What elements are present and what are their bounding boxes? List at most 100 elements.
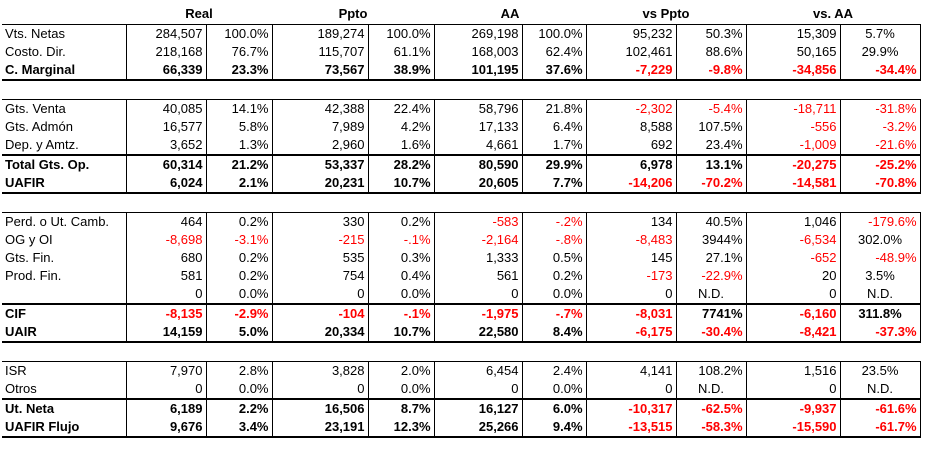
table-row: ISR 7,970 2.8% 3,828 2.0% 6,454 2.4% 4,141 108.2…: [2, 361, 921, 380]
percent-cell: 62.4%: [521, 43, 587, 61]
percent-cell: -3.2%: [839, 118, 921, 136]
percent-cell: -.1%: [367, 231, 435, 249]
value-cell: -10,317: [585, 398, 677, 418]
value-cell: 66,339: [125, 61, 206, 81]
value-cell: 269,198: [433, 24, 523, 43]
percent-cell: 100.0%: [205, 24, 272, 43]
value-cell: -6,534: [745, 231, 841, 249]
row-label: OG y OI: [5, 232, 53, 247]
header-vs-ppto: vs Ppto: [642, 6, 690, 21]
row-label: Ut. Neta: [2, 398, 126, 418]
percent-cell: 107.5%: [675, 118, 747, 136]
row-label: Dep. y Amtz.: [5, 137, 79, 152]
percent-cell: -3.1%: [205, 231, 272, 249]
value-cell: 0: [433, 285, 523, 304]
value-cell: 20,231: [271, 174, 368, 194]
row-label: Perd. o Ut. Camb.: [2, 212, 126, 231]
value-cell: 58,796: [433, 99, 523, 118]
percent-cell: -62.5%: [675, 398, 747, 418]
row-label: CIF: [2, 303, 126, 323]
value-cell: 2,960: [271, 136, 368, 155]
percent-cell: -70.2%: [675, 174, 747, 194]
percent-cell: 0.0%: [367, 380, 435, 399]
value-cell: 330: [271, 212, 368, 231]
value-cell: -9,937: [745, 398, 841, 418]
row-label: Vts. Netas: [2, 24, 126, 43]
percent-cell: 100.0%: [367, 24, 435, 43]
value-cell: 7,970: [125, 361, 206, 380]
row-label: Gts. Venta: [2, 99, 126, 118]
table-row: C. Marginal 66,339 23.3% 73,567 38.9% 101,195…: [2, 61, 921, 81]
percent-cell: 100.0%: [521, 24, 587, 43]
table-row: Gts. Admón 16,577 5.8% 7,989 4.2% 17,133 6.4% 8…: [2, 118, 921, 136]
value-cell: 115,707: [271, 43, 368, 61]
value-cell: 1,046: [745, 212, 841, 231]
value-cell: 6,978: [585, 154, 677, 174]
value-cell: 102,461: [585, 43, 677, 61]
percent-cell: 108.2%: [675, 361, 747, 380]
value-cell: 8,588: [585, 118, 677, 136]
percent-cell: -21.6%: [839, 136, 921, 155]
percent-cell: 0.2%: [205, 267, 272, 285]
value-cell: 20: [745, 267, 841, 285]
percent-cell: 2.4%: [521, 361, 587, 380]
value-cell: 16,506: [271, 398, 368, 418]
value-cell: 50,165: [745, 43, 841, 61]
row-label: UAFIR Flujo: [2, 418, 126, 438]
section-spacer: [2, 193, 920, 213]
table-row: UAFIR 6,024 2.1% 20,231 10.7% 20,605 7.7% -14,2…: [2, 174, 921, 194]
value-cell: -8,135: [125, 303, 206, 323]
percent-cell: 7741%: [675, 303, 747, 323]
value-cell: -652: [745, 249, 841, 267]
value-cell: -34,856: [745, 61, 841, 81]
percent-cell: -31.8%: [839, 99, 921, 118]
spacer-cell: [2, 80, 920, 100]
header-vs-aa: vs. AA: [813, 6, 854, 21]
value-cell: 6,024: [125, 174, 206, 194]
percent-cell: 5.8%: [205, 118, 272, 136]
value-cell: -8,031: [585, 303, 677, 323]
table-row: 0 0.0% 0 0.0% 0 0.0% 0 N.D. 0 N.D.: [2, 285, 921, 304]
table-row: Ut. Neta 6,189 2.2% 16,506 8.7% 16,127 6.0% -10…: [2, 398, 921, 418]
value-cell: 7,989: [271, 118, 368, 136]
percent-cell: 1.7%: [521, 136, 587, 155]
value-cell: 284,507: [125, 24, 206, 43]
value-cell: 14,159: [125, 323, 206, 343]
percent-cell: 27.1%: [675, 249, 747, 267]
percent-cell: 50.3%: [675, 24, 747, 43]
value-cell: 22,580: [433, 323, 523, 343]
row-label: Costo. Dir.: [5, 44, 66, 59]
value-cell: 95,232: [585, 24, 677, 43]
percent-cell: 61.1%: [367, 43, 435, 61]
value-cell: 20,605: [433, 174, 523, 194]
value-cell: 6,454: [433, 361, 523, 380]
spacer-cell: [2, 342, 920, 362]
percent-cell: -70.8%: [839, 174, 921, 194]
header-aa: AA: [500, 6, 520, 21]
percent-cell: 3944%: [675, 231, 747, 249]
header-ppto: Ppto: [338, 6, 368, 21]
value-cell: 40,085: [125, 99, 206, 118]
value-cell: -13,515: [585, 418, 677, 438]
table-row: Vts. Netas 284,507 100.0% 189,274 100.0% 269,…: [2, 24, 921, 43]
percent-cell: 3.4%: [205, 418, 272, 438]
percent-cell: -48.9%: [839, 249, 921, 267]
percent-cell: 1.6%: [367, 136, 435, 155]
row-label: [2, 285, 126, 304]
percent-cell: 28.2%: [367, 154, 435, 174]
percent-cell: 0.0%: [521, 380, 587, 399]
value-cell: 15,309: [745, 24, 841, 43]
value-cell: -6,160: [745, 303, 841, 323]
percent-cell: 23.5%: [839, 361, 921, 380]
value-cell: -14,581: [745, 174, 841, 194]
percent-cell: 2.8%: [205, 361, 272, 380]
value-cell: 1,333: [433, 249, 523, 267]
percent-cell: 29.9%: [839, 43, 921, 61]
value-cell: -215: [271, 231, 368, 249]
percent-cell: 2.1%: [205, 174, 272, 194]
percent-cell: 40.5%: [675, 212, 747, 231]
financial-statement-table: Real Ppto AA vs Ppto vs. AA Vts. Netas 28…: [2, 4, 921, 438]
percent-cell: 0.3%: [367, 249, 435, 267]
value-cell: -20,275: [745, 154, 841, 174]
value-cell: 168,003: [433, 43, 523, 61]
